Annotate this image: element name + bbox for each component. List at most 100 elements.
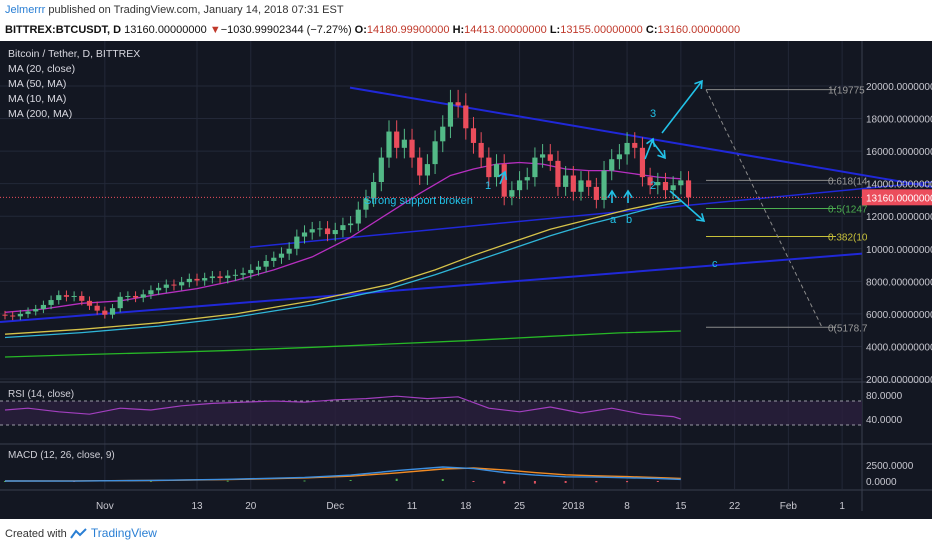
ma10-line bbox=[4, 200, 681, 339]
candle-body-23 bbox=[179, 282, 185, 286]
x-tick-10: 22 bbox=[729, 501, 741, 512]
trend-lines[interactable] bbox=[0, 86, 932, 324]
trendline-lower bbox=[0, 252, 863, 324]
candle-body-40 bbox=[309, 229, 315, 233]
candle-body-22 bbox=[171, 284, 177, 286]
fib-382-label: 0.382(10 bbox=[828, 233, 868, 244]
y-tick-4: 12000.00000000 bbox=[866, 212, 932, 223]
author-link[interactable]: Jelmerrr bbox=[5, 4, 46, 16]
candle-body-9 bbox=[71, 295, 77, 297]
candle-body-59 bbox=[455, 102, 461, 106]
macd-hist-12 bbox=[595, 481, 598, 483]
annotations[interactable]: Strong support broken 1 2 3 a b c bbox=[364, 79, 718, 270]
candle-body-76 bbox=[586, 180, 592, 187]
x-tick-8: 8 bbox=[624, 501, 630, 512]
candle-body-16 bbox=[125, 295, 131, 297]
candle-body-43 bbox=[332, 230, 338, 235]
arrow-1-head-icon bbox=[497, 170, 508, 181]
x-tick-12: 1 bbox=[839, 501, 845, 512]
y-tick-5: 10000.00000000 bbox=[866, 245, 932, 256]
support-broken-label: Strong support broken bbox=[364, 195, 473, 207]
x-tick-5: 18 bbox=[460, 501, 472, 512]
arrow-b-head-icon bbox=[623, 189, 633, 199]
candle-body-25 bbox=[194, 278, 200, 281]
candle-body-57 bbox=[440, 126, 446, 142]
x-tick-4: 11 bbox=[407, 501, 418, 512]
arrow-2-shaft bbox=[669, 190, 705, 222]
axes: 20000.0000000018000.0000000016000.000000… bbox=[0, 82, 932, 512]
legend-item-1: MA (20, close) bbox=[8, 63, 75, 75]
candle-body-24 bbox=[186, 278, 192, 283]
arrow-2-head-icon bbox=[695, 213, 706, 222]
ma200-line bbox=[4, 330, 681, 358]
macd-hist-2 bbox=[149, 480, 152, 482]
candle-body-21 bbox=[163, 284, 169, 288]
macd-tick-0: 0.0000 bbox=[866, 477, 897, 488]
macd-title: MACD (12, 26, close, 9) bbox=[8, 450, 115, 461]
tradingview-brand[interactable]: TradingView bbox=[90, 526, 157, 540]
trendline-upper bbox=[349, 86, 932, 188]
candle-body-87 bbox=[670, 185, 676, 191]
candle-body-55 bbox=[424, 164, 430, 176]
candle-body-39 bbox=[301, 232, 308, 237]
change-value: −1030.99902344 (−7.27%) bbox=[220, 24, 352, 36]
candle-body-34 bbox=[263, 260, 269, 267]
fib-diagonal bbox=[705, 89, 823, 328]
fib-618-label: 0.618(14 bbox=[828, 176, 868, 187]
macd-hist-10 bbox=[533, 481, 536, 484]
fib-5-label: 0.5(1247 bbox=[828, 205, 868, 216]
down-arrow-icon: ▼ bbox=[209, 24, 221, 36]
candle-body-33 bbox=[255, 266, 262, 270]
last-price-tag-label: 13160.00000000 bbox=[866, 193, 932, 204]
candle-body-63 bbox=[486, 157, 492, 178]
rsi-tick-80: 80.0000 bbox=[866, 391, 903, 402]
candle-body-31 bbox=[240, 273, 246, 275]
x-tick-0: Nov bbox=[96, 501, 114, 512]
macd-hist-4 bbox=[303, 480, 306, 482]
candle-body-19 bbox=[148, 290, 154, 295]
candle-body-38 bbox=[294, 236, 300, 249]
candle-body-77 bbox=[593, 186, 599, 200]
candle-body-85 bbox=[655, 182, 661, 186]
legend-item-4: MA (200, MA) bbox=[8, 108, 72, 120]
candle-body-30 bbox=[232, 274, 238, 276]
ohlc-line: BITTREX:BTCUSDT, D 13160.00000000 ▼−1030… bbox=[5, 24, 740, 36]
high-label: H: bbox=[452, 24, 465, 36]
label-c: c bbox=[712, 258, 718, 270]
arrow-a-head-icon bbox=[607, 189, 617, 199]
macd-pane: MACD (12, 26, close, 9) 2500.0000 0.0000 bbox=[4, 450, 914, 488]
fib-1-label: 1(19775 bbox=[828, 86, 865, 97]
macd-hist-9 bbox=[503, 481, 506, 484]
candle-body-14 bbox=[109, 308, 116, 315]
chart-area[interactable]: 1(197750.618(140.5(12470.382(100(5178.7 … bbox=[0, 41, 932, 519]
x-tick-2: 20 bbox=[245, 501, 257, 512]
candle-body-64 bbox=[493, 164, 500, 178]
candle-body-78 bbox=[601, 170, 607, 200]
rsi-line bbox=[4, 395, 681, 420]
arrow-3-shaft bbox=[661, 80, 703, 134]
rsi-title: RSI (14, close) bbox=[8, 389, 74, 400]
candle-body-12 bbox=[94, 305, 100, 311]
close-label: C: bbox=[645, 24, 658, 36]
high-value: 14413.00000000 bbox=[464, 24, 547, 36]
last-price: 13160.00000000 bbox=[124, 24, 207, 36]
candle-body-37 bbox=[286, 248, 292, 254]
arrow-1-shaft bbox=[499, 171, 506, 185]
candle-body-62 bbox=[478, 142, 484, 158]
x-tick-7: 2018 bbox=[562, 501, 585, 512]
candle-body-74 bbox=[570, 175, 576, 192]
candle-body-3 bbox=[25, 311, 31, 314]
low-value: 13155.00000000 bbox=[560, 24, 643, 36]
macd-line bbox=[4, 466, 681, 482]
candle-body-80 bbox=[616, 154, 622, 160]
candle-body-41 bbox=[317, 228, 323, 230]
candle-body-61 bbox=[470, 128, 477, 143]
rsi-pane: RSI (14, close) 80.0000 40.0000 bbox=[0, 389, 903, 426]
x-tick-11: Feb bbox=[780, 501, 798, 512]
candle-body-50 bbox=[386, 131, 392, 158]
fib-retracement[interactable]: 1(19775 0.618(14 0.5(1247 0.382(10 0(5178.7 bbox=[705, 86, 868, 335]
macd-hist-13 bbox=[626, 481, 629, 483]
candle-body-5 bbox=[40, 304, 46, 309]
y-tick-2: 16000.00000000 bbox=[866, 147, 932, 158]
candle-body-29 bbox=[225, 275, 231, 279]
